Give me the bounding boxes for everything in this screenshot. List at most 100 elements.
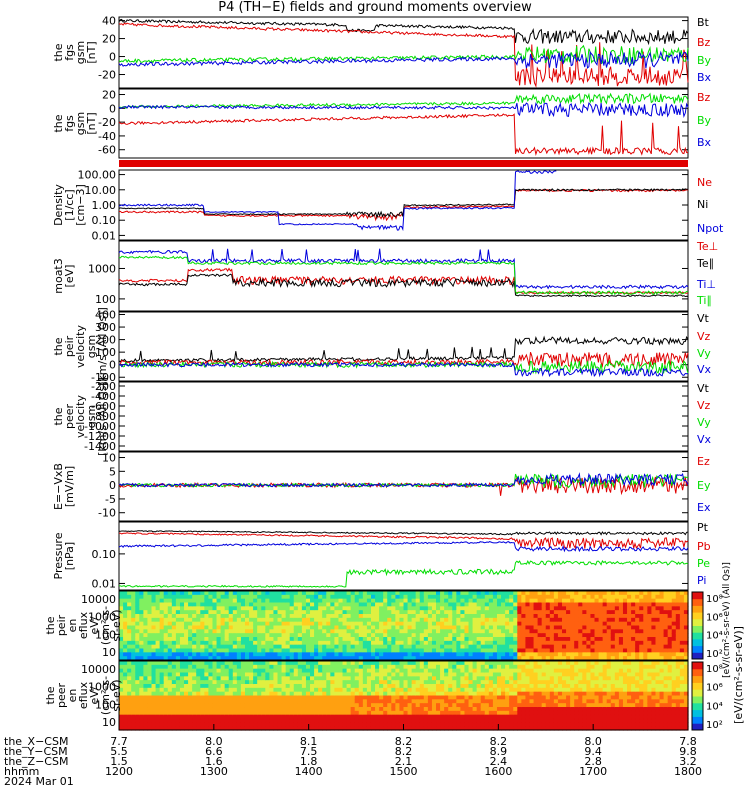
heatmap-cell bbox=[330, 614, 335, 619]
heatmap-cell bbox=[159, 644, 165, 650]
heatmap-cell bbox=[240, 606, 246, 611]
heatmap-cell bbox=[411, 637, 417, 642]
heatmap-cell bbox=[293, 687, 299, 693]
heatmap-cell bbox=[578, 707, 583, 712]
heatmap-cell bbox=[297, 629, 303, 634]
heatmap-cell bbox=[362, 718, 368, 723]
heatmap-cell bbox=[139, 726, 144, 731]
heatmap-cell bbox=[488, 687, 494, 693]
heatmap-cell bbox=[582, 640, 587, 646]
heatmap-cell bbox=[549, 629, 555, 634]
heatmap-cell bbox=[533, 614, 539, 619]
heatmap-cell bbox=[139, 621, 144, 627]
heatmap-cell bbox=[647, 637, 653, 642]
heatmap-cell bbox=[464, 707, 470, 712]
heatmap-cell bbox=[448, 684, 453, 689]
heatmap-cell bbox=[594, 602, 600, 607]
heatmap-cell bbox=[318, 614, 323, 619]
heatmap-cell bbox=[119, 684, 124, 689]
heatmap-cell bbox=[456, 594, 461, 600]
heatmap-cell bbox=[492, 710, 498, 716]
heatmap-cell bbox=[590, 606, 596, 611]
heatmap-cell bbox=[570, 637, 575, 642]
heatmap-cell bbox=[216, 661, 222, 666]
heatmap-cell bbox=[509, 661, 514, 666]
heatmap-cell bbox=[151, 722, 157, 727]
heatmap-cell bbox=[618, 656, 624, 661]
heatmap-cell bbox=[228, 617, 234, 623]
heatmap-cell bbox=[383, 718, 388, 723]
heatmap-cell bbox=[586, 633, 592, 638]
heatmap-cell bbox=[549, 714, 555, 720]
heatmap-cell bbox=[240, 672, 246, 677]
heatmap-cell bbox=[387, 656, 392, 661]
heatmap-cell bbox=[452, 610, 457, 615]
heatmap-cell bbox=[196, 610, 201, 615]
heatmap-cell bbox=[464, 625, 470, 630]
y-axis-label: gsm bbox=[85, 335, 98, 358]
heatmap-cell bbox=[244, 661, 250, 666]
heatmap-cell bbox=[505, 710, 510, 716]
heatmap-cell bbox=[175, 664, 181, 670]
heatmap-cell bbox=[395, 680, 401, 685]
heatmap-cell bbox=[293, 656, 299, 661]
heatmap-cell bbox=[468, 695, 474, 700]
heatmap-cell bbox=[513, 640, 518, 646]
heatmap-cell bbox=[427, 640, 433, 646]
heatmap-cell bbox=[517, 699, 522, 704]
heatmap-cell bbox=[179, 644, 185, 650]
heatmap-cell bbox=[192, 703, 197, 708]
heatmap-cell bbox=[586, 691, 592, 697]
heatmap-cell bbox=[224, 680, 230, 685]
heatmap-cell bbox=[155, 621, 161, 627]
heatmap-cell bbox=[228, 640, 234, 646]
heatmap-cell bbox=[139, 602, 144, 607]
heatmap-cell bbox=[200, 661, 205, 666]
heatmap-cell bbox=[301, 598, 307, 604]
heatmap-cell bbox=[618, 648, 624, 653]
heatmap-cell bbox=[350, 676, 356, 681]
heatmap-cell bbox=[594, 637, 600, 642]
heatmap-cell bbox=[606, 699, 612, 704]
heatmap-cell bbox=[492, 610, 498, 615]
heatmap-cell bbox=[431, 625, 437, 630]
heatmap-cell bbox=[590, 684, 596, 689]
heatmap-cell bbox=[448, 594, 453, 600]
heatmap-cell bbox=[464, 676, 470, 681]
heatmap-cell bbox=[667, 644, 673, 650]
heatmap-cell bbox=[472, 684, 478, 689]
heatmap-cell bbox=[509, 722, 514, 727]
heatmap-cell bbox=[155, 602, 161, 607]
heatmap-cell bbox=[204, 656, 210, 661]
heatmap-cell bbox=[472, 672, 478, 677]
legend-entry: Vz bbox=[697, 330, 711, 343]
heatmap-cell bbox=[236, 707, 242, 712]
heatmap-cell bbox=[314, 722, 319, 727]
heatmap-cell bbox=[204, 661, 210, 666]
heatmap-cell bbox=[659, 629, 665, 634]
heatmap-cell bbox=[236, 652, 242, 657]
heatmap-cell bbox=[196, 591, 201, 596]
heatmap-cell bbox=[362, 652, 368, 657]
heatmap-cell bbox=[200, 602, 205, 607]
heatmap-cell bbox=[614, 652, 620, 657]
heatmap-cell bbox=[354, 621, 360, 627]
heatmap-cell bbox=[407, 656, 413, 661]
heatmap-cell bbox=[448, 602, 453, 607]
heatmap-cell bbox=[379, 684, 384, 689]
heatmap-cell bbox=[224, 726, 230, 731]
heatmap-cell bbox=[269, 668, 275, 674]
heatmap-cell bbox=[326, 625, 331, 630]
heatmap-cell bbox=[281, 610, 287, 615]
heatmap-cell bbox=[444, 680, 449, 685]
heatmap-cell bbox=[480, 684, 486, 689]
heatmap-cell bbox=[501, 722, 506, 727]
heatmap-cell bbox=[553, 633, 559, 638]
heatmap-cell bbox=[594, 726, 600, 731]
heatmap-cell bbox=[655, 637, 661, 642]
heatmap-cell bbox=[228, 656, 234, 661]
heatmap-cell bbox=[436, 710, 441, 716]
heatmap-cell bbox=[411, 691, 417, 697]
heatmap-cell bbox=[427, 602, 433, 607]
heatmap-cell bbox=[618, 714, 624, 720]
